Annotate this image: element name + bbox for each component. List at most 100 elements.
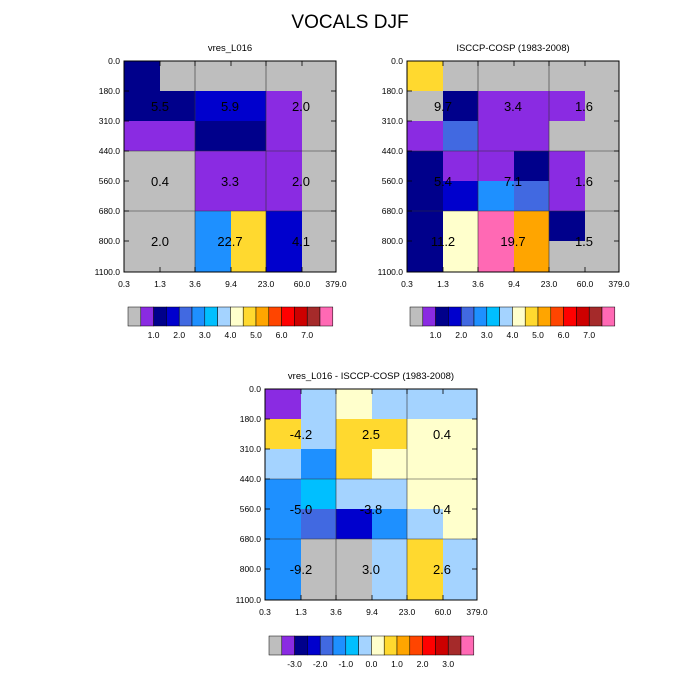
panel1-colorbar-swatch [230,306,244,327]
panel3-colorbar-swatch [319,635,334,656]
panel3-colorbar-label: 1.0 [391,659,403,669]
panel3-x-tick-label: 0.3 [259,607,271,617]
panel1-cell [160,91,195,121]
panel1-box-label: 5.9 [221,99,239,114]
panel2-cell [478,121,514,151]
panel2-cell [407,121,443,151]
panel3-x-tick-label: 9.4 [366,607,378,617]
panel1-colorbar-swatch [127,306,142,327]
panel1-x-tick-label: 23.0 [258,279,275,289]
panel3-box-label: -3.8 [360,502,382,517]
panel2-title: ISCCP-COSP (1983-2008) [456,43,569,54]
panel3-colorbar-swatch [435,635,449,656]
panel2-y-tick-label: 310.0 [382,116,404,126]
panel1-cell [266,121,302,151]
panel3-x-tick-label: 60.0 [435,607,452,617]
panel1-cell [160,151,195,181]
panel3-cell [301,539,336,569]
panel3-cell [407,479,443,509]
panel3-x-tick-label: 1.3 [295,607,307,617]
panel2-cell [585,121,619,151]
panel1-cell [124,211,160,241]
panel2-colorbar-label: 1.0 [430,330,442,340]
panel2-box-label: 1.6 [575,99,593,114]
panel2-colorbar-swatch [588,306,603,327]
panel3-cell [265,419,301,449]
panel1-colorbar-swatch [306,306,321,327]
panel3-cell [443,569,477,600]
panel1-y-tick-label: 680.0 [99,206,121,216]
panel1-y-tick-label: 560.0 [99,176,121,186]
panel3-colorbar-swatch [409,635,423,656]
panel2-cell [549,61,585,91]
panel1-box-label: 3.3 [221,174,239,189]
panel3-colorbar-swatch [371,635,385,656]
panel1-colorbar-swatch [268,306,282,327]
panel2-cell [585,61,619,91]
panel1-box-label: 0.4 [151,174,169,189]
panel1-y-tick-label: 800.0 [99,236,121,246]
panel3-y-tick-label: 440.0 [240,474,262,484]
panel3-colorbar-swatch [332,635,347,656]
panel1-colorbar-swatch [204,306,218,327]
panel1-y-tick-label: 440.0 [99,146,121,156]
panel1-cell [124,181,160,211]
panel2-cell [585,181,619,211]
panel2-colorbar-swatch [473,306,488,327]
panel1-cell [160,211,195,241]
panel3-colorbar-swatch [281,635,295,656]
panel2-cell [407,211,443,241]
panel3-y-tick-label: 1100.0 [236,595,262,605]
panel1-colorbar-label: 1.0 [148,330,160,340]
panel3-cell [407,539,443,569]
panel2-colorbar-swatch [601,306,616,327]
panel2-cell [549,241,585,272]
panel1-cell [231,211,266,241]
panel1-cell [302,151,336,181]
panel2-cell [443,121,478,151]
panel1-colorbar-swatch [153,306,167,327]
panel2-colorbar-label: 2.0 [455,330,467,340]
panel3-colorbar-label: -3.0 [287,659,302,669]
panel3-colorbar-swatch [345,635,359,656]
panel1-box-label: 5.5 [151,99,169,114]
panel3-x-tick-label: 379.0 [466,607,488,617]
panel2-cell [585,91,619,121]
panel1-colorbar-swatch [281,306,295,327]
panel2-cell [549,181,585,211]
panel3-cell [407,569,443,600]
panel3-cell [301,389,336,419]
panel1-cell [302,61,336,91]
panel2-cell [478,151,514,181]
panel3-x-tick-label: 23.0 [399,607,416,617]
panel2-cell [585,211,619,241]
panel1-box-label: 4.1 [292,234,310,249]
panel1-cell [160,121,195,151]
panel1-box-label: 2.0 [292,174,310,189]
panel2-cell [443,241,478,272]
panel2-colorbar-label: 6.0 [558,330,570,340]
panel1-cell [302,121,336,151]
panel1-colorbar-label: 6.0 [276,330,288,340]
panel3-cell [372,449,407,479]
panel2-colorbar-swatch [486,306,500,327]
panel2-colorbar-swatch [409,306,424,327]
panel2-colorbar-swatch [460,306,475,327]
panel3-cell [301,449,336,479]
panel2-box-label: 11.2 [431,234,455,249]
panel3-box-label: 2.6 [433,562,451,577]
panel3-colorbar-swatch [358,635,372,656]
panel1-colorbar-swatch [166,306,180,327]
panel1-colorbar-swatch [178,306,193,327]
panel1-cell [160,181,195,211]
panel3-cell [336,389,372,419]
panel1-cell [195,91,231,121]
panel1-y-tick-label: 180.0 [99,86,121,96]
panel1-colorbar-label: 7.0 [301,330,313,340]
panel1-cell [266,91,302,121]
panel3-cell [372,539,407,569]
panel1-cell [231,91,266,121]
panel3-cell [265,389,301,419]
panel3-cell [336,419,372,449]
